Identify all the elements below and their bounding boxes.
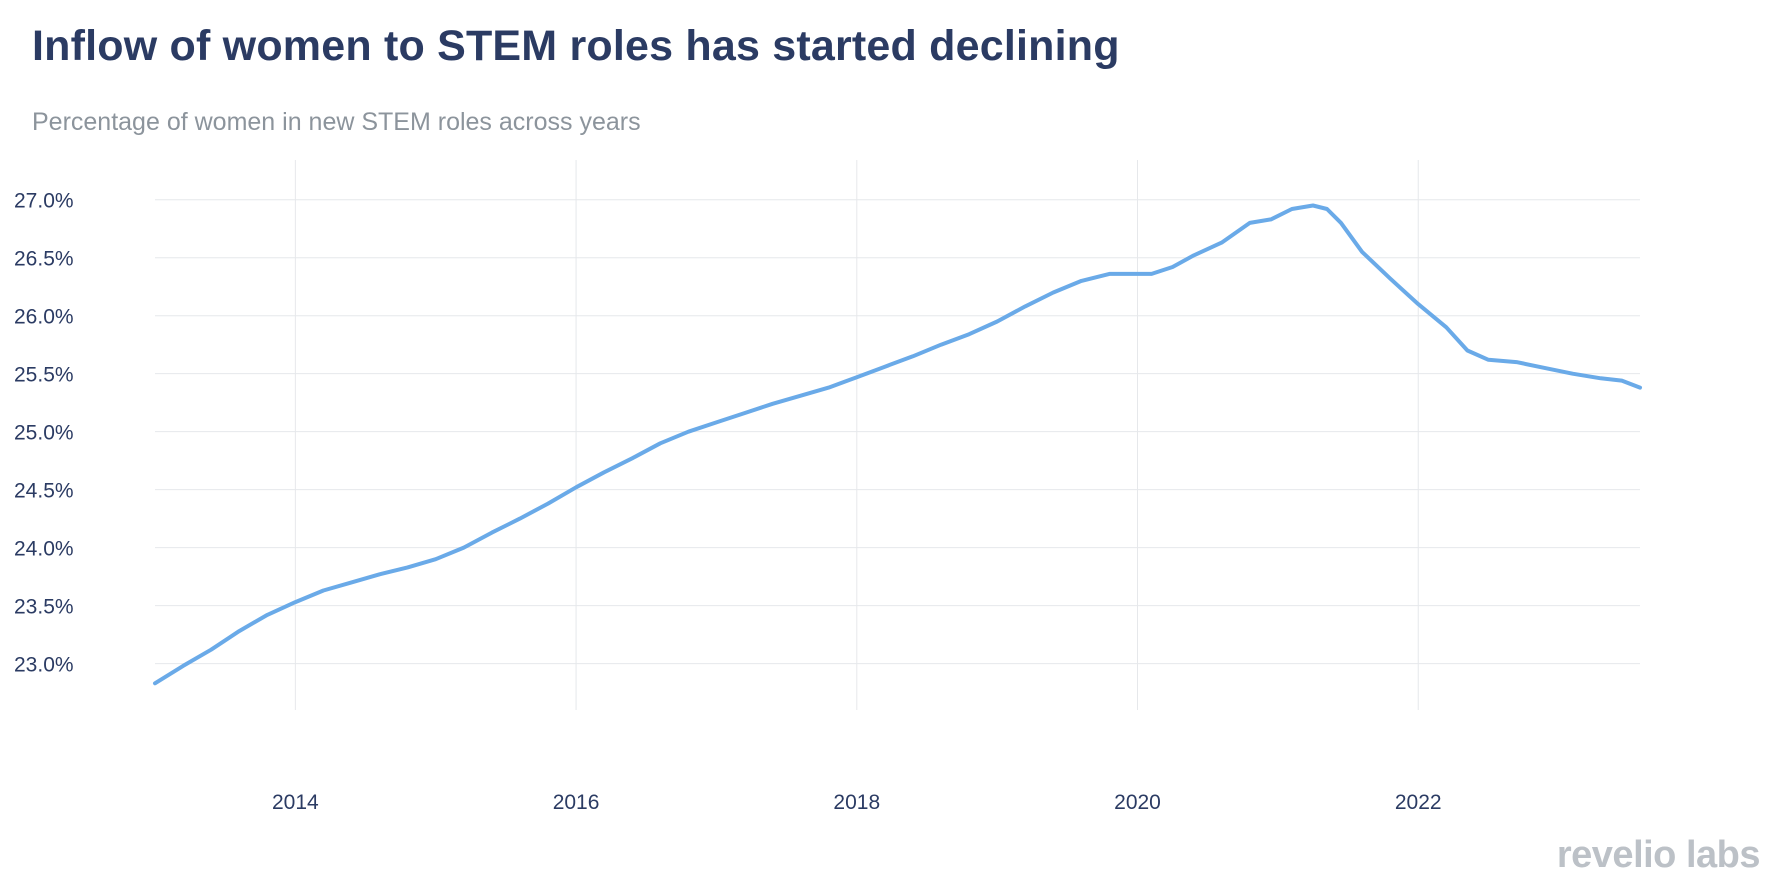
y-tick-label: 24.5%	[14, 480, 74, 503]
y-tick-label: 23.0%	[14, 654, 74, 677]
y-tick-label: 24.0%	[14, 538, 74, 561]
y-tick-label: 26.0%	[14, 306, 74, 329]
y-tick-label: 25.5%	[14, 364, 74, 387]
axis-ticks: 23.0% 23.5% 24.0% 24.5% 25.0% 25.5% 26.0% 26.5%…	[14, 190, 1442, 814]
x-tick-label: 2020	[1114, 791, 1161, 814]
chart-subtitle: Percentage of women in new STEM roles ac…	[32, 108, 641, 136]
x-tick-label: 2022	[1395, 791, 1442, 814]
x-tick-label: 2018	[833, 791, 880, 814]
y-tick-label: 26.5%	[14, 248, 74, 271]
y-tick-label: 23.5%	[14, 596, 74, 619]
series-layer	[153, 203, 1642, 686]
x-tick-label: 2016	[553, 791, 600, 814]
y-tick-label: 25.0%	[14, 422, 74, 445]
chart-title: Inflow of women to STEM roles has starte…	[32, 22, 1120, 70]
series-line	[153, 203, 1642, 686]
y-tick-label: 27.0%	[14, 190, 74, 213]
grid-lines	[155, 160, 1640, 710]
revelio-labs-logo: revelio labs	[1556, 834, 1761, 876]
x-tick-label: 2014	[272, 791, 319, 814]
